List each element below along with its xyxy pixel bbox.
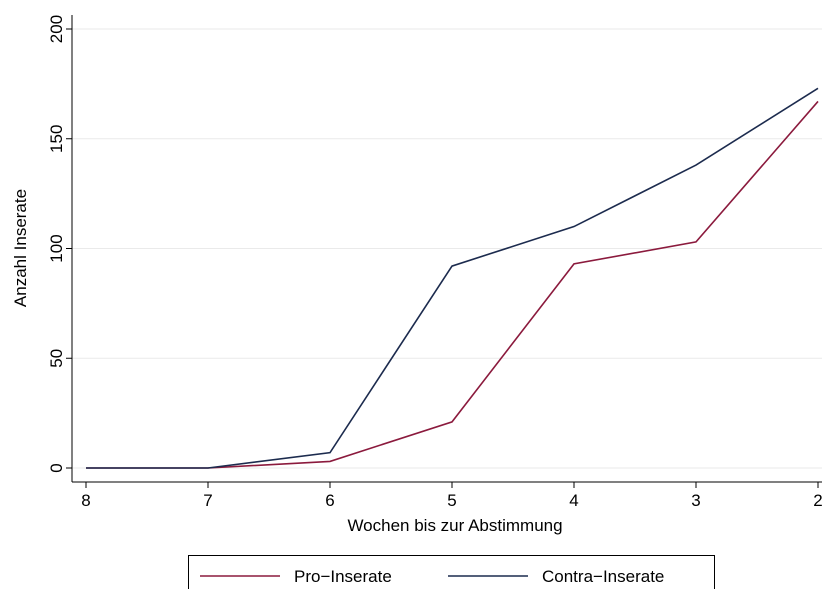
- x-tick-label: 4: [569, 491, 578, 510]
- legend-box: [188, 555, 715, 589]
- x-tick-label: 2: [813, 491, 822, 510]
- y-tick-label: 150: [47, 125, 66, 153]
- y-axis-label: Anzahl Inserate: [11, 189, 30, 307]
- x-tick-label: 8: [81, 491, 90, 510]
- x-tick-label: 5: [447, 491, 456, 510]
- series-line: [86, 87, 819, 469]
- legend-label: Contra−Inserate: [542, 567, 664, 586]
- series-line: [86, 100, 819, 469]
- x-tick-label: 7: [203, 491, 212, 510]
- x-axis-label: Wochen bis zur Abstimmung: [347, 516, 562, 535]
- legend-label: Pro−Inserate: [294, 567, 392, 586]
- y-tick-label: 100: [47, 234, 66, 262]
- x-tick-label: 3: [691, 491, 700, 510]
- x-tick-label: 6: [325, 491, 334, 510]
- y-tick-label: 0: [47, 463, 66, 472]
- y-tick-label: 200: [47, 15, 66, 43]
- y-tick-label: 50: [47, 349, 66, 368]
